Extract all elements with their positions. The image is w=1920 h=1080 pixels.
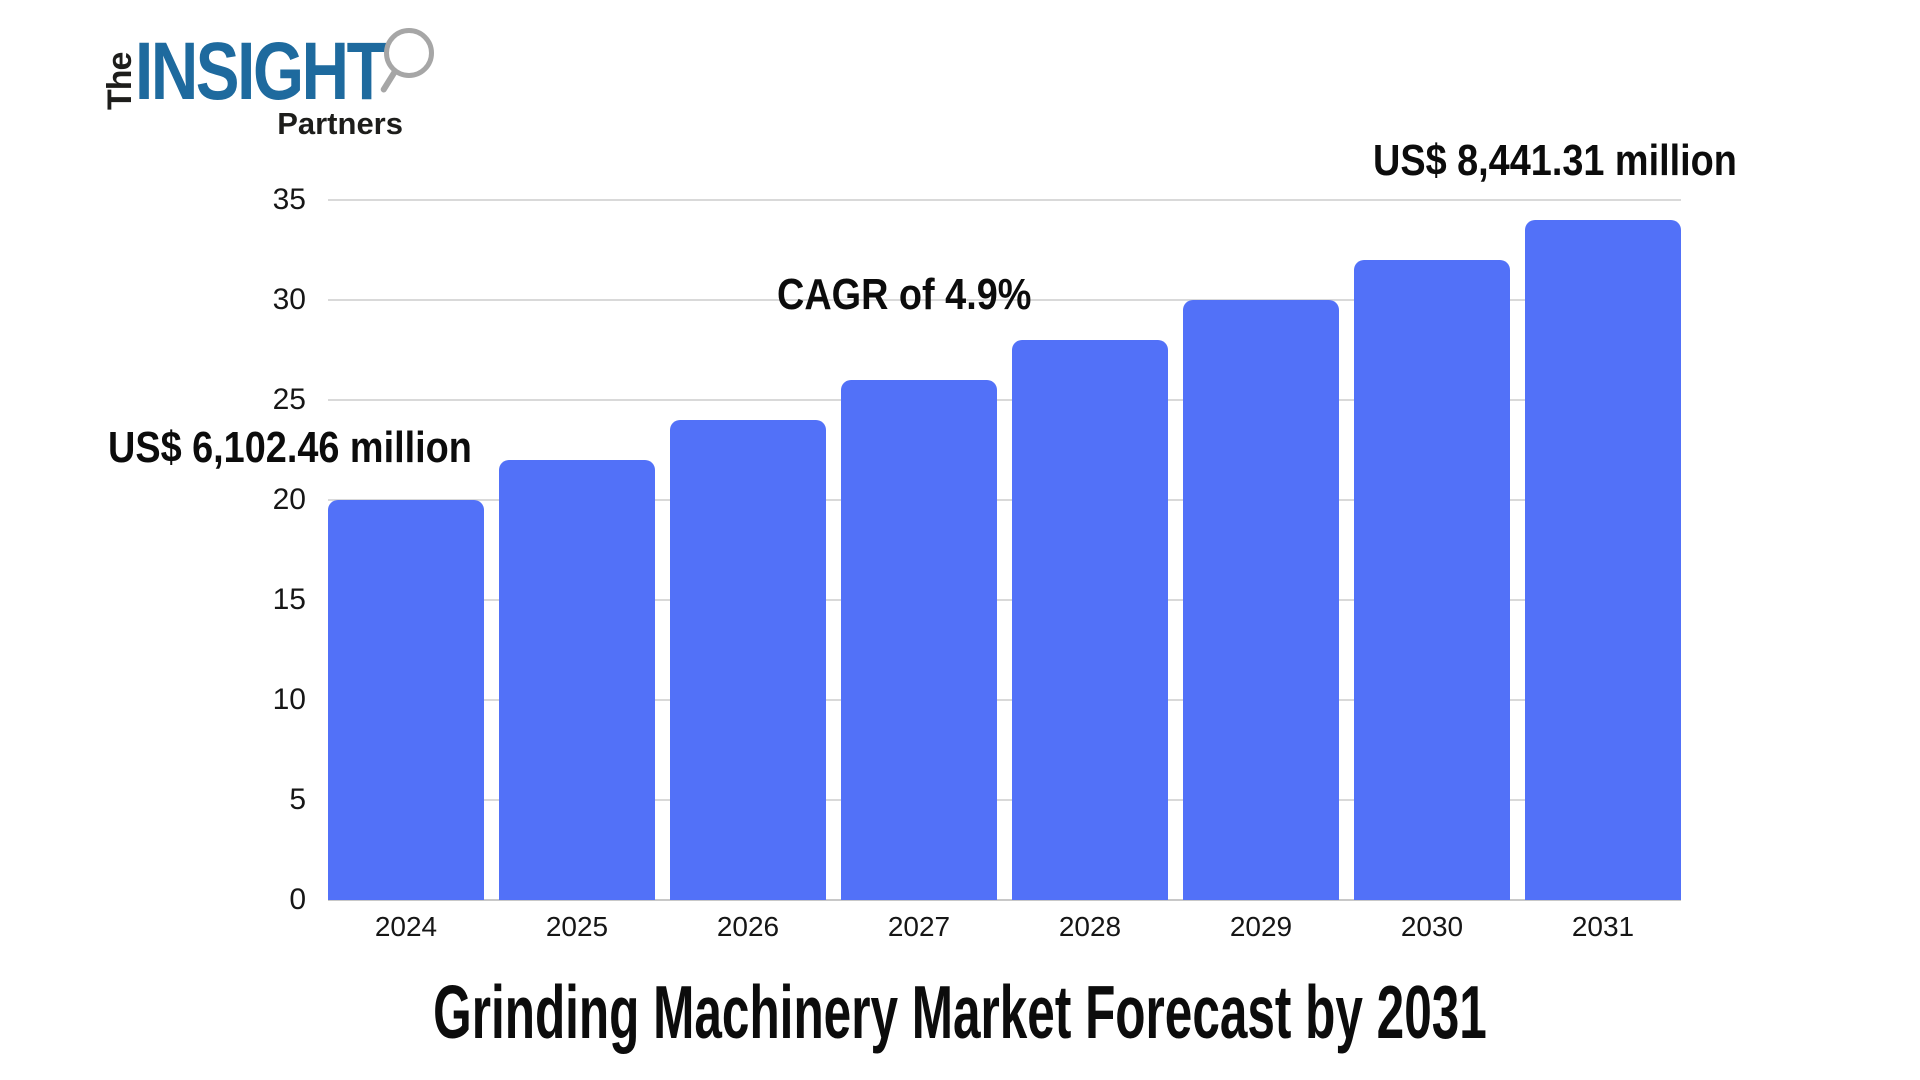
- y-tick-label-0: 0: [289, 883, 306, 916]
- annotation-start-value: US$ 6,102.46 million: [108, 423, 472, 472]
- annotation-cagr: CAGR of 4.9%: [777, 270, 1032, 319]
- x-tick-label-2028: 2028: [1058, 911, 1122, 942]
- gridline-y-25: [328, 399, 1681, 401]
- gridline-y-10: [328, 699, 1681, 701]
- x-tick-label-2029: 2029: [1229, 911, 1293, 942]
- y-tick-label-25: 25: [272, 383, 306, 416]
- logo-insight-text: INSIGHT: [135, 26, 387, 117]
- bar-2028: [1012, 340, 1168, 900]
- logo-partners-text: Partners: [277, 106, 403, 141]
- y-tick-label-20: 20: [272, 483, 306, 516]
- plot-area: 0 5 10 15 20 25 30 35 2024 2025 2026 2027 2028 2029 20…: [273, 185, 1681, 942]
- gridline-y-0: [328, 899, 1681, 901]
- bar-2026: [670, 420, 826, 900]
- annotation-end-value: US$ 8,441.31 million: [1373, 136, 1737, 185]
- magnifier-icon: [384, 28, 434, 78]
- gridline-y-15: [328, 599, 1681, 601]
- bar-2031: [1525, 220, 1681, 900]
- gridline-y-35: [328, 199, 1681, 201]
- x-tick-label-2030: 2030: [1400, 911, 1464, 942]
- chart-title: Grinding Machinery Market Forecast by 20…: [433, 970, 1487, 1054]
- bar-2025: [499, 460, 655, 900]
- x-tick-label-2031: 2031: [1571, 911, 1635, 942]
- x-tick-label-2027: 2027: [887, 911, 951, 942]
- x-tick-label-2025: 2025: [545, 911, 609, 942]
- x-tick-label-2024: 2024: [374, 911, 438, 942]
- gridline-y-20: [328, 499, 1681, 501]
- gridline-y-30: [328, 299, 1681, 301]
- logo-the-text: The: [101, 52, 139, 110]
- y-tick-label-15: 15: [272, 583, 306, 616]
- gridline-y-5: [328, 799, 1681, 801]
- bar-2030: [1354, 260, 1510, 900]
- x-tick-label-2026: 2026: [716, 911, 780, 942]
- insight-partners-logo: The INSIGHT Partners: [101, 20, 463, 145]
- bar-2027: [841, 380, 997, 900]
- y-tick-label-10: 10: [272, 683, 306, 716]
- y-tick-label-30: 30: [272, 283, 306, 316]
- y-tick-label-5: 5: [289, 783, 306, 816]
- bar-2024: [328, 500, 484, 900]
- bar-2029: [1183, 300, 1339, 900]
- y-tick-label-35: 35: [272, 183, 306, 216]
